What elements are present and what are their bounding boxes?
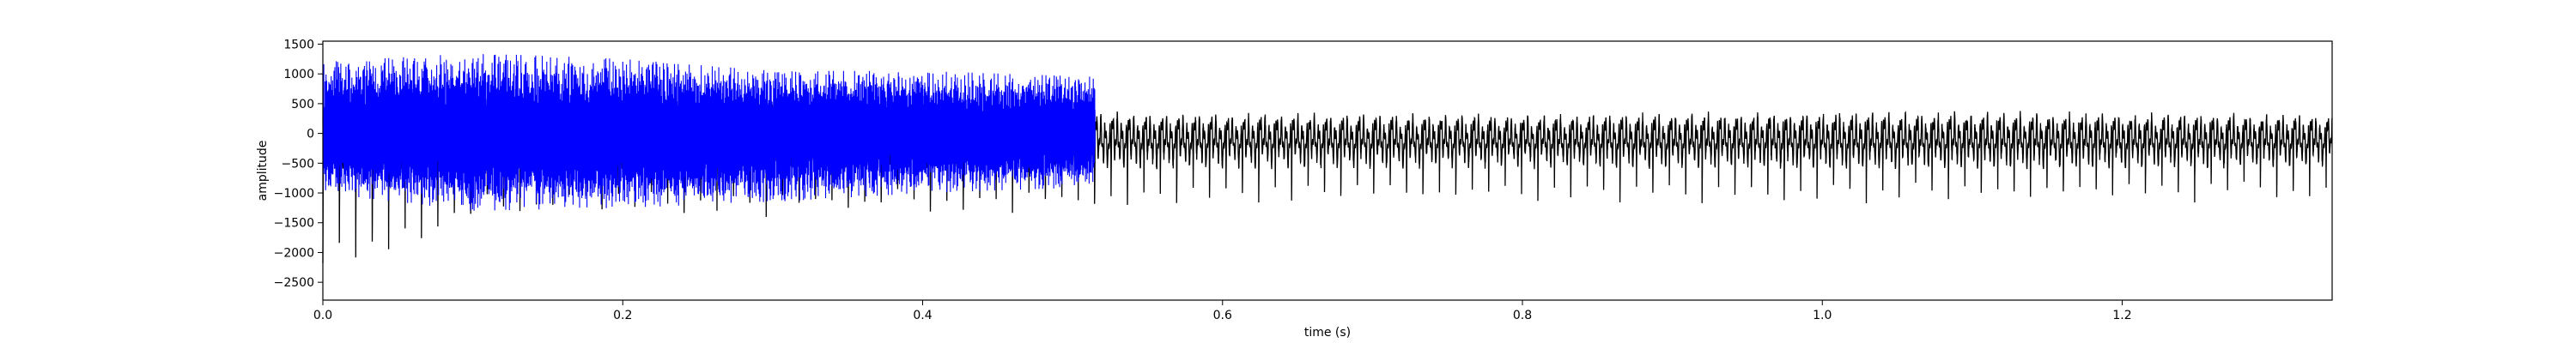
x-tick-label: 0.0: [313, 309, 332, 322]
series-line-blue: [322, 54, 1096, 211]
x-tick-label: 0.6: [1213, 309, 1232, 322]
plot-frame: [322, 40, 2333, 301]
x-tick-label: 0.2: [613, 309, 632, 322]
y-tick-label: −2000: [274, 246, 314, 260]
y-axis: 1500 1000 500 0 −500 −1000 −1500 −2000 −2500: [274, 38, 323, 290]
y-tick-label: 1500: [283, 38, 314, 51]
series-layer: [322, 54, 2333, 264]
y-tick-label: −2500: [274, 276, 314, 290]
x-tick-label: 1.0: [1813, 309, 1832, 322]
y-tick-label: −500: [282, 157, 314, 171]
y-tick-label: −1500: [274, 217, 314, 231]
x-axis-label: time (s): [1304, 326, 1351, 340]
y-tick-label: 0: [307, 128, 314, 141]
y-axis-label: amplitude: [256, 141, 270, 202]
y-tick-label: 1000: [283, 68, 314, 81]
x-tick-label: 1.2: [2112, 309, 2131, 322]
x-axis: 0.0 0.2 0.4 0.6 0.8 1.0 1.2: [313, 300, 2132, 322]
y-tick-label: 500: [291, 98, 314, 111]
x-tick-label: 0.8: [1513, 309, 1532, 322]
y-tick-label: −1000: [274, 187, 314, 201]
x-tick-label: 0.4: [913, 309, 932, 322]
